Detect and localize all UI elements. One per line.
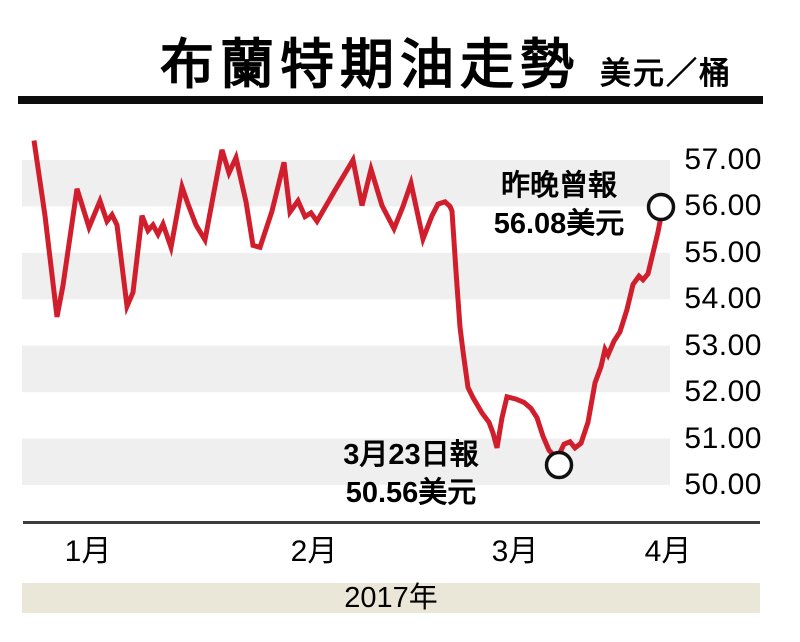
- price-line: [31, 140, 668, 464]
- y-axis-label: 50.00: [684, 468, 762, 501]
- annotation-line: 昨晚曾報: [500, 170, 617, 202]
- year-label: 2017年: [344, 582, 438, 614]
- title-rule: [18, 96, 763, 104]
- y-axis-label: 53.00: [684, 328, 762, 362]
- price-marker: [544, 450, 574, 480]
- x-axis-label: 4月: [644, 535, 692, 568]
- y-axis-label: 51.00: [684, 421, 762, 455]
- x-axis-line: [23, 521, 760, 524]
- year-band: 2017年: [22, 583, 760, 613]
- unit-label: 美元／桶: [600, 56, 732, 91]
- y-axis-label: 56.00: [684, 189, 762, 223]
- annotation-line: 3月23日報: [343, 439, 479, 471]
- price-marker: [646, 192, 676, 222]
- price-band: [22, 345, 670, 393]
- chart-title: 布蘭特期油走勢: [160, 35, 580, 95]
- y-axis-label: 55.00: [684, 235, 762, 269]
- annotation-line: 56.08美元: [493, 208, 625, 240]
- y-axis-label: 52.00: [684, 375, 762, 409]
- x-axis-label: 2月: [290, 535, 338, 568]
- annotation-line: 50.56美元: [345, 477, 477, 509]
- price-band: [22, 252, 670, 300]
- annotation-march-low: 3月23日報 50.56美元: [251, 436, 571, 512]
- y-axis-label: 54.00: [684, 282, 762, 316]
- annotation-last-night: 昨晚曾報 56.08美元: [399, 167, 719, 243]
- x-axis-label: 3月: [491, 535, 539, 568]
- x-axis-label: 1月: [64, 535, 112, 568]
- y-axis-label: 57.00: [684, 143, 762, 176]
